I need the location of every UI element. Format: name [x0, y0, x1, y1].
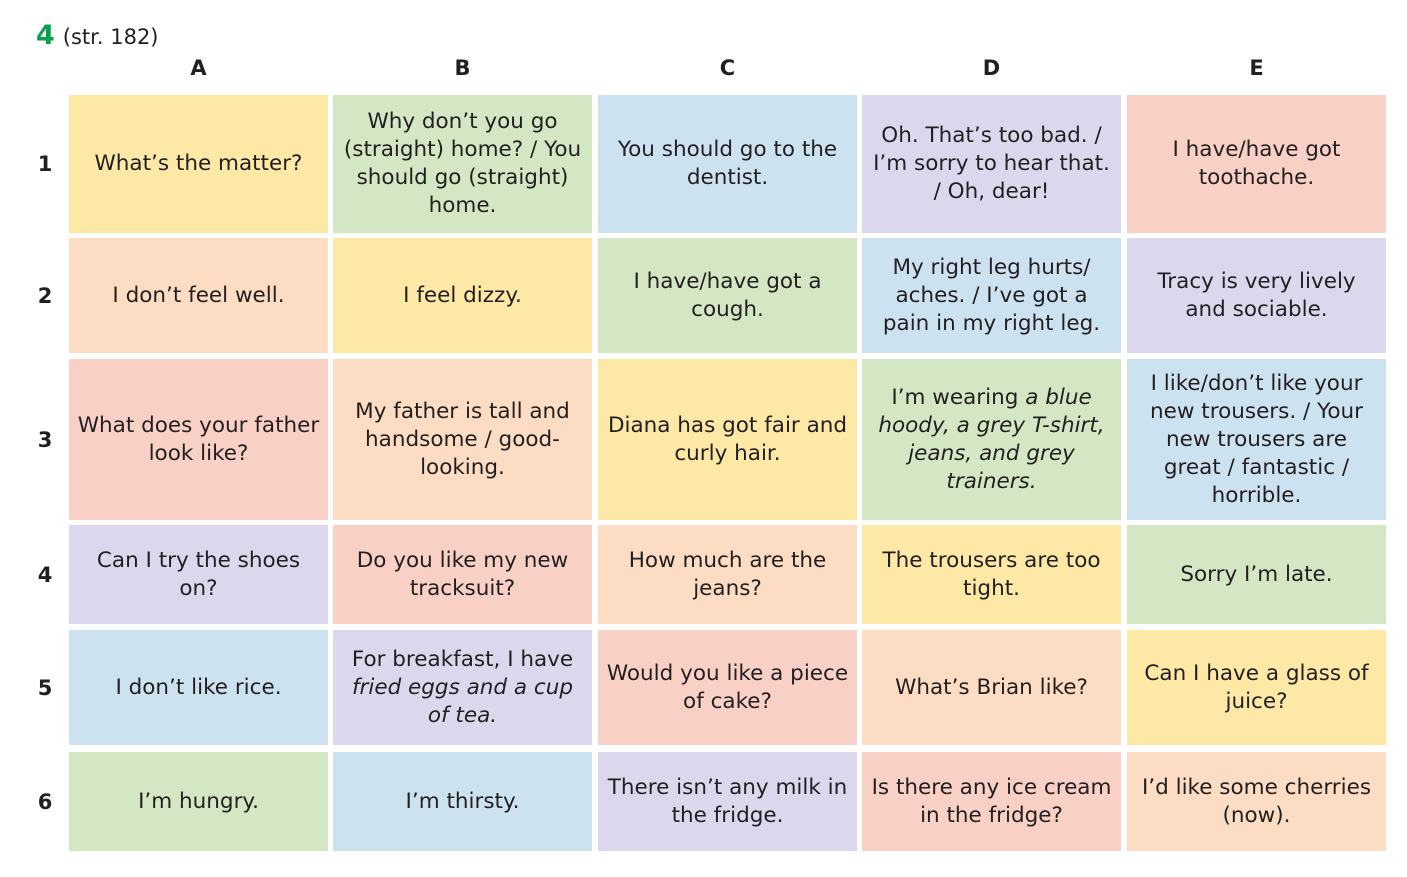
- cell-1c: You should go to the dentist.: [598, 95, 857, 233]
- cell-6b: I’m thirsty.: [333, 752, 592, 851]
- column-header-a: A: [190, 56, 207, 80]
- cell-1b: Why don’t you go (straight) home? / You …: [333, 95, 592, 233]
- column-header-c: C: [719, 56, 736, 80]
- cell-5b-italic: fried eggs and a cup of tea.: [351, 674, 574, 728]
- cell-1e: I have/have got toothache.: [1127, 95, 1386, 233]
- cell-3d: I’m wearing a blue hoody, a grey T-shirt…: [862, 359, 1121, 520]
- row-header-1: 1: [37, 152, 53, 176]
- cell-1d: Oh. That’s too bad. / I’m sorry to hear …: [862, 95, 1121, 233]
- cell-5e: Can I have a glass of juice?: [1127, 630, 1386, 745]
- cell-2a: I don’t feel well.: [69, 238, 328, 353]
- exercise-header: 4 (str. 182): [36, 20, 159, 51]
- cell-5d: What’s Brian like?: [862, 630, 1121, 745]
- row-header-5: 5: [37, 675, 53, 700]
- cell-2d: My right leg hurts/ aches. / I’ve got a …: [862, 238, 1121, 353]
- cell-3d-italic: a blue hoody, a grey T-shirt, jeans, and…: [878, 384, 1105, 494]
- column-header-d: D: [982, 56, 1001, 80]
- cell-5b: For breakfast, I have fried eggs and a c…: [333, 630, 592, 745]
- cell-5b-prefix: For breakfast, I have: [351, 646, 574, 672]
- cell-5c: Would you like a piece of cake?: [598, 630, 857, 745]
- cell-2e: Tracy is very lively and sociable.: [1127, 238, 1386, 353]
- row-header-4: 4: [37, 562, 53, 587]
- page-reference: (str. 182): [62, 25, 159, 49]
- cell-4a: Can I try the shoes on?: [69, 525, 328, 624]
- column-header-e: E: [1249, 56, 1264, 80]
- row-header-6: 6: [37, 789, 53, 814]
- cell-4e: Sorry I’m late.: [1127, 525, 1386, 624]
- cell-6d: Is there any ice cream in the fridge?: [862, 752, 1121, 851]
- cell-4b: Do you like my new tracksuit?: [333, 525, 592, 624]
- cell-4d: The trousers are too tight.: [862, 525, 1121, 624]
- cell-5b-text: For breakfast, I have fried eggs and a c…: [341, 646, 584, 730]
- cell-6c: There isn’t any milk in the fridge.: [598, 752, 857, 851]
- row-header-3: 3: [37, 427, 53, 452]
- cell-3c: Diana has got fair and curly hair.: [598, 359, 857, 520]
- column-header-b: B: [454, 56, 471, 80]
- cell-3a: What does your father look like?: [69, 359, 328, 520]
- cell-3d-prefix: I’m wearing: [891, 384, 1026, 410]
- row-header-2: 2: [37, 283, 53, 308]
- cell-3d-text: I’m wearing a blue hoody, a grey T-shirt…: [870, 384, 1113, 496]
- cell-2c: I have/have got a cough.: [598, 238, 857, 353]
- cell-3e: I like/don’t like your new trousers. / Y…: [1127, 359, 1386, 520]
- cell-1a: What’s the matter?: [69, 95, 328, 233]
- exercise-number: 4: [36, 20, 55, 51]
- cell-4c: How much are the jeans?: [598, 525, 857, 624]
- cell-2b: I feel dizzy.: [333, 238, 592, 353]
- cell-6e: I’d like some cherries (now).: [1127, 752, 1386, 851]
- cell-3b: My father is tall and handsome / good-lo…: [333, 359, 592, 520]
- cell-5a: I don’t like rice.: [69, 630, 328, 745]
- cell-6a: I’m hungry.: [69, 752, 328, 851]
